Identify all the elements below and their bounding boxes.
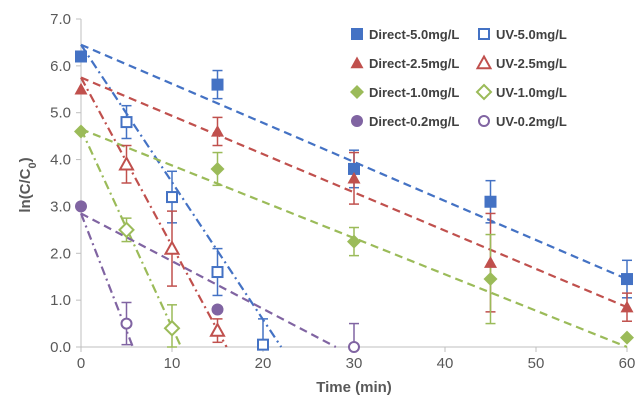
series-2-point (166, 191, 178, 204)
y-tick-label: 3.0 (50, 198, 71, 215)
series-5-point (210, 161, 225, 176)
y-axis-label-sub: 0 (27, 162, 39, 168)
legend-label-8: UV-0.2mg/L (496, 114, 567, 129)
series-7-point (75, 200, 87, 213)
series-7-fit-line (80, 212, 337, 348)
series-1-point (484, 195, 497, 208)
legend-marker-2 (478, 28, 490, 40)
legend-label-4: UV-2.5mg/L (496, 56, 567, 71)
y-tick-label: 7.0 (50, 11, 71, 28)
y-tick-label: 6.0 (50, 58, 71, 75)
y-axis-label-close: ) (17, 157, 34, 162)
series-3-point (211, 124, 224, 137)
legend-marker-3 (350, 56, 364, 69)
x-tick-label: 10 (164, 355, 181, 372)
series-4-point (209, 322, 226, 337)
series-1-point (75, 50, 87, 63)
x-tick-label: 30 (346, 355, 363, 372)
series-4-fit-line (80, 77, 228, 348)
y-tick-label: 0.0 (50, 339, 71, 356)
series-2-point (257, 338, 269, 351)
y-tick-label: 1.0 (50, 292, 71, 309)
y-axis-label: ln(C/C0) (17, 157, 39, 212)
legend-marker-4 (475, 54, 493, 70)
series-6-point (118, 221, 135, 239)
x-tick-label: 50 (528, 355, 545, 372)
series-3-point (347, 171, 361, 184)
series-5-point (74, 124, 88, 139)
series-7-point (211, 303, 224, 316)
series-2-point (211, 266, 224, 279)
y-tick-label: 4.0 (50, 152, 71, 169)
series-1-point (348, 162, 360, 175)
series-6-point (163, 319, 181, 337)
y-tick-label: 2.0 (50, 245, 71, 262)
legend-marker-8 (478, 115, 490, 127)
legend-marker-1 (351, 28, 363, 40)
series-4-point (118, 155, 135, 171)
series-1-fit-line (80, 43, 628, 281)
series-2-point (120, 116, 133, 129)
legend-label-1: Direct-5.0mg/L (369, 27, 459, 42)
series-5-point (620, 330, 634, 345)
legend-label-5: Direct-1.0mg/L (369, 85, 459, 100)
y-axis-label-main: ln(C/C (17, 168, 34, 212)
series-5-point (483, 272, 498, 287)
series-3-point (74, 82, 88, 95)
x-tick-label: 0 (77, 355, 85, 372)
series-4-point (163, 240, 181, 255)
legend-marker-5 (350, 85, 364, 99)
series-1-point (211, 78, 224, 91)
y-tick-label: 5.0 (50, 105, 71, 122)
legend-label-3: Direct-2.5mg/L (369, 56, 459, 71)
series-1-point (621, 273, 633, 286)
legend-marker-6 (475, 83, 493, 101)
x-axis-label: Time (min) (316, 379, 392, 396)
legend-label-2: UV-5.0mg/L (496, 27, 567, 42)
series-3-fit-line (80, 76, 628, 309)
data-markers (74, 50, 634, 353)
x-tick-label: 20 (255, 355, 272, 372)
series-6-fit-line (80, 128, 183, 348)
series-8-point (348, 341, 360, 353)
axes: 0.0 1.0 2.0 3.0 4.0 5.0 6.0 7.0 0 10 20 30 40 50 60 (50, 11, 635, 372)
series-3-point (484, 256, 497, 268)
series-2-fit-line (80, 44, 283, 348)
legend-marker-7 (351, 115, 363, 127)
legend: Direct-5.0mg/L UV-5.0mg/L Direct-2.5mg/L UV… (350, 27, 567, 129)
series-8-point (120, 317, 133, 330)
legend-label-7: Direct-0.2mg/L (369, 114, 459, 129)
x-tick-label: 60 (619, 355, 636, 372)
x-tick-label: 40 (437, 355, 454, 372)
series-3-point (620, 300, 634, 313)
legend-label-6: UV-1.0mg/L (496, 85, 567, 100)
series-5-point (347, 234, 361, 249)
